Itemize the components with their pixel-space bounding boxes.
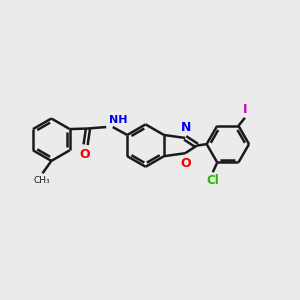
Text: NH: NH — [109, 115, 127, 125]
Text: O: O — [80, 148, 90, 160]
Text: O: O — [180, 157, 191, 170]
Text: CH₃: CH₃ — [34, 176, 50, 184]
Text: Cl: Cl — [206, 174, 219, 187]
Text: I: I — [243, 103, 247, 116]
Text: N: N — [181, 121, 191, 134]
